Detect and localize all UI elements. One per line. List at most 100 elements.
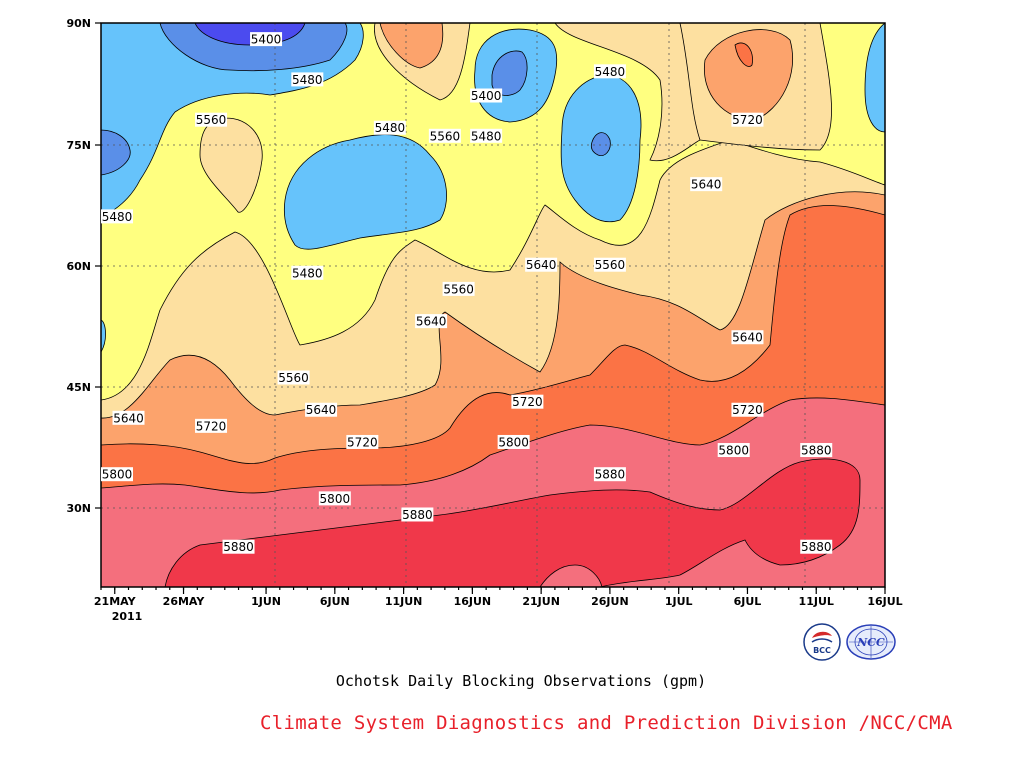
- contour-label: 5560: [428, 128, 461, 143]
- contour-label: 5880: [800, 539, 833, 554]
- svg-text:5560: 5560: [595, 258, 626, 272]
- svg-text:5480: 5480: [595, 65, 626, 79]
- contour-label: 5480: [593, 64, 626, 79]
- credit-line: Climate System Diagnostics and Predictio…: [260, 712, 953, 734]
- svg-text:5720: 5720: [196, 419, 227, 433]
- x-tick-label: 16JUN: [454, 595, 492, 608]
- bcc-logo-text: BCC: [813, 646, 831, 655]
- contour-label: 5400: [250, 32, 283, 47]
- svg-text:5480: 5480: [471, 129, 502, 143]
- contour-label: 5640: [525, 257, 558, 272]
- grid: [101, 23, 885, 587]
- svg-text:5400: 5400: [471, 89, 502, 103]
- y-tick-label: 30N: [66, 502, 91, 515]
- x-tick-label: 6JUL: [734, 595, 762, 608]
- band-5640-5720-island: [199, 117, 263, 213]
- x-tick-label: 11JUN: [385, 595, 423, 608]
- x-tick-labels: 21MAY 26MAY 1JUN 6JUN 11JUN 16JUN 21JUN 26JUN 1J…: [94, 595, 903, 608]
- contour-label: 5800: [717, 443, 750, 458]
- x-tick-label: 11JUL: [799, 595, 834, 608]
- svg-text:5800: 5800: [102, 468, 133, 482]
- contour-label: 5720: [731, 112, 764, 127]
- contour-label: 5640: [112, 410, 145, 425]
- x-tick-label: 26JUN: [591, 595, 629, 608]
- x-ticks: [100, 587, 886, 594]
- contour-label: 5800: [497, 434, 530, 449]
- band-gt5880-bottom-mid: [539, 564, 603, 587]
- svg-text:5640: 5640: [113, 411, 144, 425]
- x-tick-label: 6JUN: [320, 595, 350, 608]
- contour-label: 5560: [195, 112, 228, 127]
- band-5400-5480-leftedge: [101, 129, 131, 176]
- bcc-logo: BCC: [800, 622, 844, 662]
- y-tick-label: 60N: [66, 260, 91, 273]
- svg-text:5880: 5880: [801, 540, 832, 554]
- band-5800-5880-top: [734, 42, 753, 67]
- y-tick-label: 75N: [66, 139, 91, 152]
- svg-text:5720: 5720: [512, 395, 543, 409]
- contour-label: 5640: [415, 314, 448, 329]
- svg-text:5880: 5880: [402, 508, 433, 522]
- svg-text:5800: 5800: [498, 435, 529, 449]
- svg-text:5640: 5640: [526, 258, 557, 272]
- contour-label: 5480: [291, 72, 324, 87]
- svg-text:5640: 5640: [732, 331, 763, 345]
- contour-label: 5880: [593, 467, 626, 482]
- contour-label: 5720: [511, 394, 544, 409]
- band-gt5880: [164, 458, 861, 587]
- contour-label: 5560: [442, 281, 475, 296]
- x-tick-label: 21MAY: [94, 595, 137, 608]
- ncc-logo: NCC: [845, 622, 897, 662]
- contour-label: 5560: [277, 370, 310, 385]
- svg-text:5720: 5720: [347, 435, 378, 449]
- contour-label: 5880: [222, 539, 255, 554]
- contour-label: 5800: [101, 467, 133, 482]
- band-5720-5800-top-left: [379, 23, 444, 69]
- svg-text:5400: 5400: [251, 33, 282, 47]
- svg-text:5480: 5480: [292, 73, 323, 87]
- contour-label: 5800: [318, 491, 351, 506]
- x-tick-label: 16JUL: [867, 595, 902, 608]
- x-tick-label: 1JUL: [665, 595, 693, 608]
- contour-label: 5640: [305, 402, 338, 417]
- contour-labels: 5400 5480 5560 5480 5560 5400 5480 5480 5720 5640…: [101, 32, 833, 554]
- x-tick-label: 21JUN: [522, 595, 560, 608]
- svg-text:5560: 5560: [443, 282, 474, 296]
- x-year-label: 2011: [112, 610, 143, 623]
- svg-text:5800: 5800: [718, 444, 749, 458]
- band-5480-5560-mid: [283, 134, 447, 250]
- svg-text:5560: 5560: [196, 113, 227, 127]
- chart-title: Ochotsk Daily Blocking Observations (gpm…: [335, 672, 707, 690]
- contour-label: 5720: [346, 434, 379, 449]
- plot-frame: [100, 22, 886, 588]
- ncc-logo-text: NCC: [856, 636, 885, 649]
- contour-label: 5720: [731, 402, 764, 417]
- svg-text:5720: 5720: [732, 403, 763, 417]
- band-5720-5800-top: [703, 29, 794, 121]
- svg-text:5800: 5800: [320, 492, 351, 506]
- svg-text:5480: 5480: [292, 266, 323, 280]
- y-ticks: [95, 22, 101, 509]
- svg-text:5880: 5880: [223, 540, 254, 554]
- svg-text:5880: 5880: [595, 468, 626, 482]
- x-tick-label: 1JUN: [251, 595, 281, 608]
- band-5480-5560-rightedge: [864, 23, 885, 133]
- contour-label: 5400: [470, 88, 503, 103]
- contour-fill-layer: [101, 23, 885, 587]
- contour-label: 5880: [800, 443, 833, 458]
- contour-label: 5480: [101, 209, 133, 224]
- contour-label: 5720: [195, 418, 228, 433]
- y-tick-labels: 30N 45N 60N 75N 90N: [66, 17, 91, 515]
- band-5400-5480-26jun: [590, 132, 611, 157]
- svg-text:5480: 5480: [102, 210, 133, 224]
- contour-label: 5480: [373, 120, 406, 135]
- contour-label: 5480: [470, 128, 503, 143]
- y-tick-label: 45N: [66, 381, 91, 394]
- contour-label: 5640: [690, 177, 723, 192]
- svg-text:5640: 5640: [306, 403, 337, 417]
- svg-text:5480: 5480: [375, 121, 406, 135]
- contour-label: 5640: [731, 330, 764, 345]
- svg-text:5640: 5640: [691, 178, 722, 192]
- band-5480-5560-topleft: [101, 23, 364, 219]
